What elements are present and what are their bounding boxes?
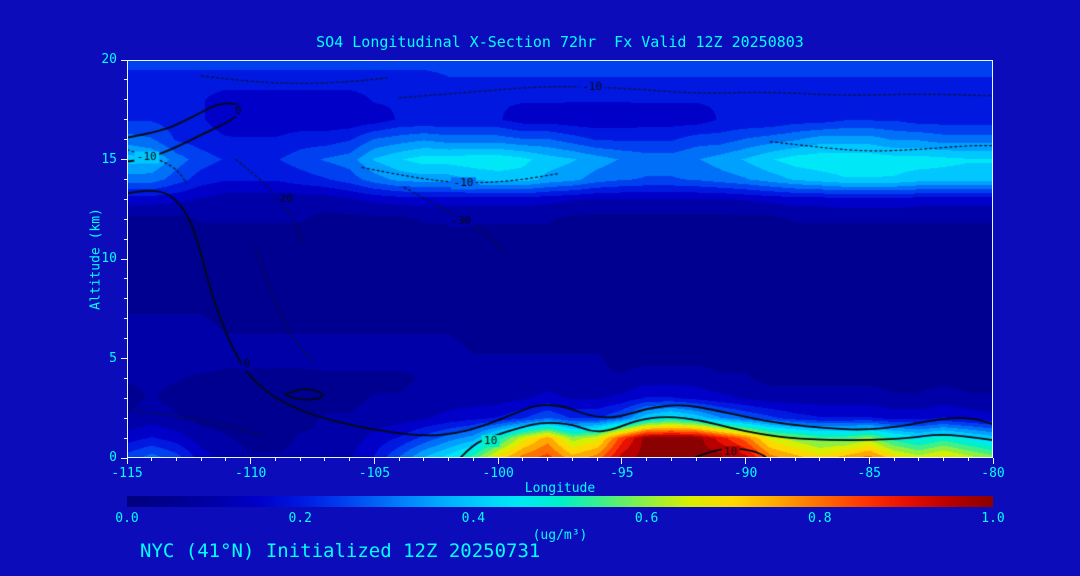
x-tick — [497, 458, 499, 464]
x-minor-tick — [398, 458, 400, 461]
y-minor-tick — [124, 278, 127, 280]
y-tick — [121, 258, 127, 260]
y-minor-tick — [124, 397, 127, 399]
x-tick — [745, 458, 747, 464]
colorbar-tick-label: 0.8 — [808, 511, 832, 526]
x-tick-label: -80 — [981, 466, 1005, 481]
x-tick — [126, 458, 128, 464]
y-minor-tick — [124, 99, 127, 101]
footer-caption: NYC (41°N) Initialized 12Z 20250731 — [140, 540, 541, 562]
x-tick — [373, 458, 375, 464]
x-tick-label: -110 — [235, 466, 267, 481]
x-minor-tick — [274, 458, 276, 461]
y-tick-label: 10 — [101, 251, 117, 266]
x-tick — [250, 458, 252, 464]
x-tick-label: -90 — [733, 466, 758, 481]
x-minor-tick — [151, 458, 153, 461]
y-minor-tick — [124, 298, 127, 300]
x-minor-tick — [695, 458, 697, 461]
x-tick-label: -85 — [857, 466, 882, 481]
x-minor-tick — [299, 458, 301, 461]
x-minor-tick — [423, 458, 425, 461]
x-minor-tick — [819, 458, 821, 461]
y-minor-tick — [124, 79, 127, 81]
y-tick-label: 20 — [101, 52, 117, 67]
y-tick-label: 5 — [109, 350, 117, 366]
x-minor-tick — [571, 458, 573, 461]
colorbar-tick-label: 0.4 — [461, 511, 486, 526]
x-minor-tick — [472, 458, 474, 461]
colorbar-tick-label: 0.2 — [288, 511, 312, 526]
x-minor-tick — [646, 458, 648, 461]
y-minor-tick — [124, 437, 127, 439]
y-minor-tick — [124, 218, 127, 220]
y-tick — [121, 159, 127, 160]
x-minor-tick — [893, 458, 895, 461]
y-tick — [121, 59, 127, 61]
y-tick-label: 0 — [109, 450, 117, 465]
y-minor-tick — [124, 119, 127, 121]
colorbar-units: (ug/m³) — [532, 528, 588, 543]
y-tick — [121, 457, 127, 459]
x-minor-tick — [522, 458, 524, 461]
x-minor-tick — [200, 458, 202, 461]
x-minor-tick — [349, 458, 351, 461]
x-minor-tick — [844, 458, 846, 461]
x-tick — [992, 458, 994, 464]
y-tick — [121, 358, 127, 359]
x-minor-tick — [918, 458, 920, 461]
chart-title: SO4 Longitudinal X-Section 72hr Fx Valid… — [316, 33, 804, 51]
y-tick-label: 15 — [101, 151, 117, 167]
x-tick — [868, 458, 870, 464]
x-minor-tick — [547, 458, 549, 461]
colorbar — [127, 496, 993, 507]
x-tick — [621, 458, 623, 464]
y-minor-tick — [124, 178, 127, 180]
x-minor-tick — [324, 458, 326, 461]
x-minor-tick — [720, 458, 722, 461]
x-minor-tick — [670, 458, 672, 461]
x-minor-tick — [794, 458, 796, 461]
y-minor-tick — [124, 318, 127, 320]
colorbar-tick-label: 0.6 — [634, 511, 659, 526]
y-minor-tick — [124, 238, 127, 240]
y-minor-tick — [124, 338, 127, 340]
x-minor-tick — [225, 458, 227, 461]
x-tick-label: -105 — [358, 466, 391, 481]
y-minor-tick — [124, 139, 127, 141]
xsection-heatmap-canvas — [127, 60, 993, 458]
x-minor-tick — [769, 458, 771, 461]
colorbar-tick-label: 1.0 — [981, 511, 1005, 526]
x-axis-label: Longitude — [524, 481, 596, 496]
x-minor-tick — [596, 458, 598, 461]
x-minor-tick — [943, 458, 944, 461]
y-minor-tick — [124, 377, 127, 379]
colorbar-tick-label: 0.0 — [115, 511, 139, 526]
x-minor-tick — [448, 458, 450, 461]
x-tick-label: -100 — [482, 466, 514, 481]
x-tick-label: -115 — [111, 466, 143, 481]
y-minor-tick — [124, 198, 127, 200]
x-minor-tick — [175, 458, 177, 461]
x-minor-tick — [967, 458, 969, 461]
y-minor-tick — [124, 417, 127, 419]
x-tick-label: -95 — [610, 466, 634, 481]
